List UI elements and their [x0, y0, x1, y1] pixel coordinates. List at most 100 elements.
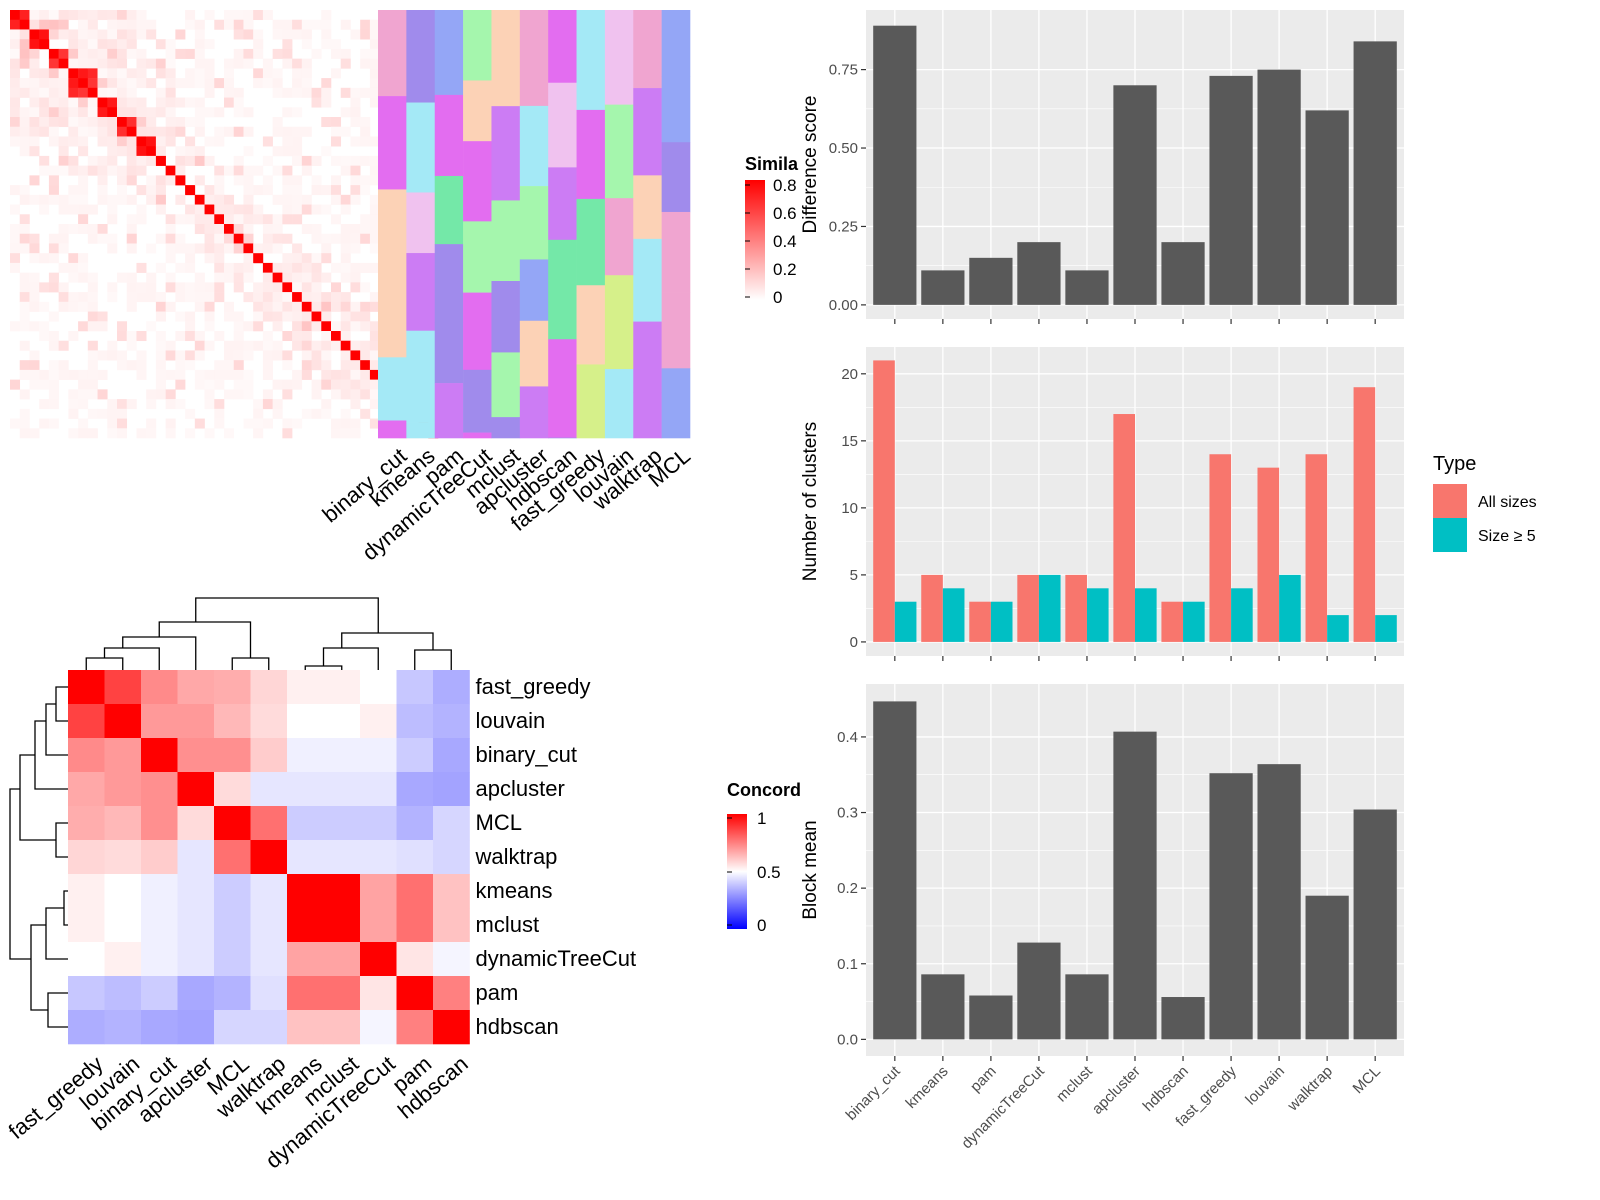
similarity-cell — [19, 58, 30, 69]
annotation-block — [576, 364, 606, 439]
similarity-cell — [243, 10, 254, 21]
similarity-cell — [311, 408, 322, 419]
similarity-cell — [29, 19, 40, 30]
dendrogram-branch — [322, 647, 379, 670]
annotation-block — [576, 198, 606, 286]
similarity-cell — [136, 165, 147, 176]
similarity-cell — [97, 97, 108, 108]
similarity-cell — [78, 117, 89, 128]
legend-tick-label: 0 — [757, 916, 766, 935]
similarity-cell — [117, 107, 128, 118]
similarity-cell — [340, 379, 351, 390]
concordance-cell — [177, 772, 215, 807]
bar-size-5 — [1038, 574, 1061, 642]
similarity-cell — [107, 58, 118, 69]
similarity-cell — [253, 418, 264, 429]
similarity-cell — [282, 301, 293, 312]
similarity-cell — [262, 360, 273, 371]
similarity-cell — [224, 262, 235, 273]
similarity-cell — [243, 262, 254, 273]
annotation-block — [378, 96, 407, 190]
similarity-cell — [58, 233, 69, 244]
similarity-cell — [253, 204, 264, 215]
similarity-cell — [321, 233, 332, 244]
concordance-cell — [177, 670, 215, 705]
similarity-cell — [224, 233, 235, 244]
similarity-cell — [175, 350, 186, 361]
similarity-cell — [350, 194, 361, 205]
concordance-cell — [287, 1010, 324, 1045]
similarity-cell — [29, 369, 40, 380]
similarity-cell — [224, 272, 235, 283]
concordance-cell — [323, 772, 361, 807]
similarity-cell — [117, 29, 128, 40]
annotation-block — [661, 292, 691, 369]
similarity-cell — [340, 262, 351, 273]
annotation-block — [463, 10, 492, 81]
similarity-cell — [97, 389, 108, 400]
similarity-cell — [126, 272, 137, 283]
similarity-cell — [243, 243, 254, 254]
similarity-cell — [126, 292, 137, 303]
similarity-cell — [272, 262, 283, 273]
similarity-cell — [175, 117, 186, 128]
similarity-cell — [97, 39, 108, 50]
similarity-cell — [233, 48, 244, 59]
similarity-cell — [87, 389, 98, 400]
similarity-cell — [19, 107, 30, 118]
concordance-cell — [104, 840, 142, 875]
similarity-cell — [155, 233, 166, 244]
similarity-cell — [107, 214, 118, 225]
concordance-cell — [433, 942, 470, 977]
similarity-cell — [117, 350, 128, 361]
similarity-cell — [369, 155, 380, 166]
similarity-cell — [165, 87, 176, 98]
similarity-cell — [340, 126, 351, 137]
similarity-cell — [311, 253, 322, 264]
similarity-cell — [292, 19, 303, 30]
similarity-cell — [58, 117, 69, 128]
similarity-cell — [136, 107, 147, 118]
annotation-block — [463, 369, 492, 433]
bar-size-5 — [1231, 588, 1253, 642]
similarity-cell — [87, 311, 98, 322]
similarity-cell — [87, 282, 98, 293]
concordance-cell — [141, 704, 178, 739]
similarity-cell — [136, 68, 147, 79]
similarity-cell — [146, 282, 157, 293]
concordance-cell — [323, 874, 361, 909]
similarity-cell — [97, 78, 108, 89]
similarity-cell — [233, 379, 244, 390]
similarity-cell — [243, 194, 254, 205]
similarity-cell — [321, 321, 332, 332]
similarity-cell — [292, 272, 303, 283]
dendrogram-branch — [30, 924, 48, 1011]
bar — [921, 974, 965, 1040]
similarity-cell — [136, 58, 147, 69]
similarity-cell — [78, 253, 89, 264]
bar-all-sizes — [1113, 414, 1135, 642]
similarity-cell — [136, 428, 147, 439]
similarity-cell — [19, 418, 30, 429]
similarity-cell — [107, 340, 118, 351]
similarity-cell — [350, 350, 361, 361]
similarity-cell — [369, 214, 380, 225]
similarity-cell — [311, 233, 322, 244]
similarity-cell — [204, 389, 215, 400]
concordance-cell — [433, 1010, 470, 1045]
similarity-cell — [97, 155, 108, 166]
concordance-cell — [214, 874, 251, 909]
similarity-cell — [87, 379, 98, 390]
similarity-cell — [292, 87, 303, 98]
annotation-block — [491, 281, 521, 353]
similarity-cell — [19, 282, 30, 293]
similarity-cell — [292, 204, 303, 215]
similarity-cell — [224, 360, 235, 371]
similarity-cell — [155, 185, 166, 196]
similarity-cell — [48, 253, 59, 264]
similarity-cell — [78, 214, 89, 225]
similarity-cell — [233, 243, 244, 254]
similarity-cell — [301, 272, 312, 283]
similarity-cell — [39, 369, 50, 380]
concordance-cell — [68, 738, 105, 773]
